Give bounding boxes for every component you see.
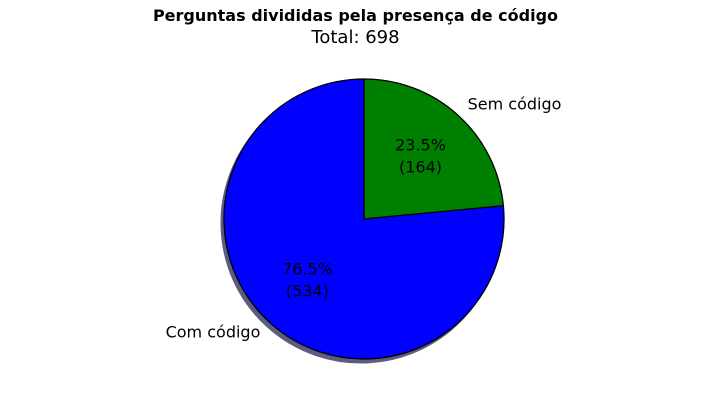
pie-slice-sem-codigo bbox=[363, 78, 505, 220]
pie-label-layer: Sem código 23.5% (164) Com código 76.5% (534) bbox=[166, 95, 562, 342]
pie-percent-label-com-codigo: 76.5% bbox=[282, 260, 333, 279]
pie-count-label-com-codigo: (534) bbox=[286, 282, 329, 301]
pie-label-com-codigo: Com código bbox=[166, 322, 261, 341]
chart-title: Perguntas divididas pela presença de cód… bbox=[152, 6, 559, 25]
pie-slice-layer bbox=[223, 78, 505, 360]
chart-subtitle: Total: 698 bbox=[311, 27, 400, 48]
pie-percent-label-sem-codigo: 23.5% bbox=[395, 135, 446, 154]
pie-count-label-sem-codigo: (164) bbox=[399, 157, 442, 176]
pie-slice-com-codigo bbox=[223, 78, 505, 360]
pie-label-sem-codigo: Sem código bbox=[468, 95, 562, 114]
